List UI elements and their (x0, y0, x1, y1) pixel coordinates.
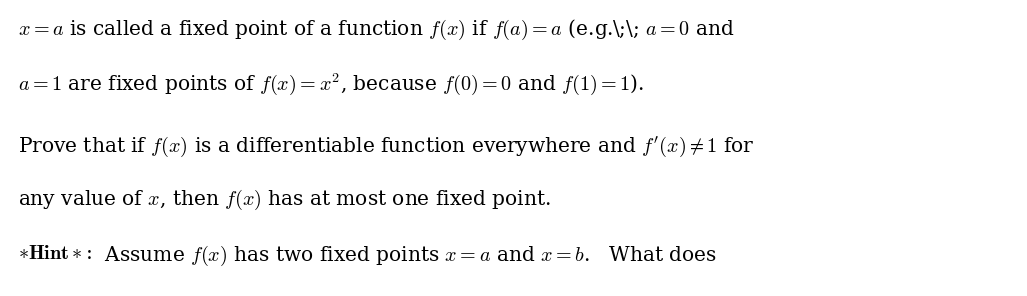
Text: $\bf{*Hint*}$:: $\bf{*Hint*}$: (18, 244, 92, 263)
Text: any value of $x$, then $f(x)$ has at most one fixed point.: any value of $x$, then $f(x)$ has at mos… (18, 188, 551, 212)
Text: $x = a$ is called a fixed point of a function $f(x)$ if $f(a) = a$ (e.g.\;\; $a : $x = a$ is called a fixed point of a fun… (18, 18, 735, 42)
Text: Prove that if $f(x)$ is a differentiable function everywhere and $f'(x) \neq 1$ : Prove that if $f(x)$ is a differentiable… (18, 135, 755, 159)
Text: Assume $f(x)$ has two fixed points $x = a$ and $x = b$.   What does: Assume $f(x)$ has two fixed points $x = … (92, 244, 718, 268)
Text: $a = 1$ are fixed points of $f(x) = x^2$, because $f(0) = 0$ and $f(1) = 1$).: $a = 1$ are fixed points of $f(x) = x^2$… (18, 71, 645, 97)
